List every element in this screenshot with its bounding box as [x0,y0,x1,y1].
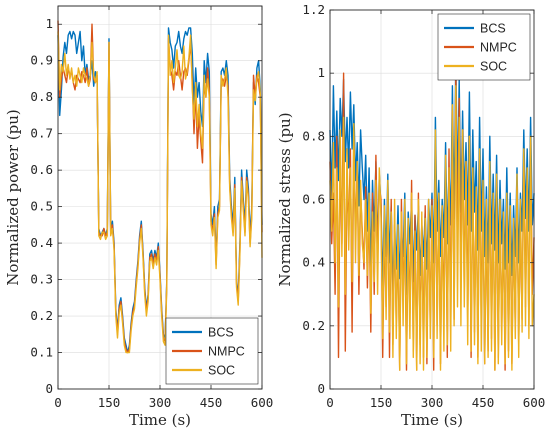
legend-label-nmpc: NMPC [208,345,245,359]
y-axis-label: Normalized power (pu) [4,109,22,286]
y-tick-label: 0.5 [30,199,53,214]
x-tick-label: 150 [98,395,121,410]
x-tick-label: 600 [251,395,274,410]
legend-label-bcs: BCS [480,22,506,36]
series-line-soc [329,85,535,371]
y-axis-label: Normalized stress (pu) [276,112,294,286]
series-line-bcs [329,56,535,295]
x-tick-label: 150 [370,395,393,410]
x-axis-label: Time (s) [129,411,191,429]
y-tick-label: 0 [45,381,53,396]
legend: BCS NMPC SOC [165,317,259,385]
series-line-soc [57,31,263,354]
x-tick-label: 0 [54,395,62,410]
y-tick-label: 0.9 [30,53,53,68]
y-tick-label: 0.2 [302,318,325,333]
legend-label-soc: SOC [208,364,235,378]
y-tick-label: 1.2 [302,2,325,17]
y-tick-label: 1 [45,16,53,31]
y-tick-label: 0.1 [30,345,53,360]
stress-chart-panel: 0 0.2 0.4 0.6 0.8 1 1.2 0 150 300 450 600 Time (s) No… [276,2,545,429]
x-tick-label: 600 [523,395,546,410]
y-tick-label: 0.7 [30,126,53,141]
y-tick-label: 0.8 [30,89,53,104]
y-tick-label: 0.4 [302,255,325,270]
x-tick-label: 450 [472,395,495,410]
y-tick-label: 0.8 [302,128,325,143]
x-axis-label: Time (s) [401,411,463,429]
x-tick-label: 300 [421,395,444,410]
x-tick-label: 450 [200,395,223,410]
legend: BCS NMPC SOC [437,13,531,81]
legend-label-nmpc: NMPC [480,41,517,55]
x-tick-label: 0 [326,395,334,410]
y-tick-label: 0.2 [30,308,53,323]
y-tick-label: 0 [317,381,325,396]
legend-label-bcs: BCS [208,326,234,340]
y-tick-label: 0.6 [30,162,53,177]
y-tick-label: 0.3 [30,272,53,287]
legend-label-soc: SOC [480,60,507,74]
x-tick-label: 300 [149,395,172,410]
y-tick-label: 0.4 [30,235,53,250]
y-tick-label: 1 [317,65,325,80]
y-tick-label: 0.6 [302,192,325,207]
power-chart-panel: 0 0.1 0.2 0.3 0.4 0.5 0.6 0.7 0.8 0.9 1 0 150 300 450 6… [4,5,274,429]
